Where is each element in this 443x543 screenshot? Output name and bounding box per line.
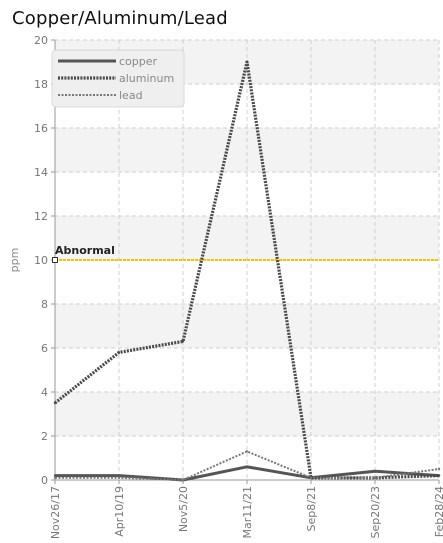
data-point-lead bbox=[181, 478, 185, 482]
legend-box bbox=[51, 49, 185, 108]
y-tick-label: 4 bbox=[41, 386, 48, 399]
y-tick-label: 16 bbox=[34, 122, 48, 135]
y-tick-label: 0 bbox=[41, 474, 48, 487]
y-tick-labels: 0 2 4 6 8 10 12 14 16 18 20 bbox=[34, 34, 48, 487]
plot-band bbox=[55, 128, 439, 172]
x-tick-label: Feb28/24 bbox=[433, 486, 443, 537]
y-tick-label: 8 bbox=[41, 298, 48, 311]
legend-label-copper: copper bbox=[119, 55, 158, 68]
y-tick-label: 2 bbox=[41, 430, 48, 443]
data-point-lead bbox=[309, 476, 313, 479]
data-point-copper bbox=[117, 474, 121, 477]
threshold-label: Abnormal bbox=[55, 244, 115, 257]
y-tick-label: 20 bbox=[34, 34, 48, 47]
data-point-aluminum bbox=[245, 60, 249, 64]
y-tick-label: 12 bbox=[34, 210, 48, 223]
series-lines bbox=[53, 60, 441, 482]
data-point-aluminum bbox=[181, 340, 185, 343]
data-point-copper bbox=[245, 465, 249, 468]
x-tick-label: Apr10/19 bbox=[113, 486, 126, 537]
data-point-copper bbox=[53, 474, 57, 477]
x-tick-label: Nov5/20 bbox=[177, 486, 190, 532]
legend-label-lead: lead bbox=[119, 89, 143, 102]
data-point-aluminum bbox=[53, 401, 57, 405]
y-tick-label: 10 bbox=[34, 254, 48, 267]
threshold-marker bbox=[52, 257, 58, 263]
data-point-copper bbox=[373, 470, 377, 473]
data-point-aluminum bbox=[117, 351, 121, 354]
x-tick-label: Nov26/17 bbox=[49, 486, 62, 539]
x-tick-labels: Nov26/17 Apr10/19 Nov5/20 Mar11/21 Sep8/21 Se… bbox=[49, 486, 443, 539]
y-axis-label: ppm bbox=[8, 248, 21, 273]
data-point-lead bbox=[437, 467, 441, 471]
y-tick-label: 14 bbox=[34, 166, 48, 179]
data-point-lead bbox=[373, 476, 377, 479]
abnormal-threshold: Abnormal bbox=[52, 244, 439, 263]
x-tick-label: Sep20/23 bbox=[369, 486, 382, 538]
data-point-lead bbox=[245, 450, 249, 453]
data-point-lead bbox=[53, 476, 57, 479]
x-tick-label: Mar11/21 bbox=[241, 486, 254, 538]
x-tick-label: Sep8/21 bbox=[305, 486, 318, 531]
y-tick-label: 6 bbox=[41, 342, 48, 355]
data-point-lead bbox=[117, 476, 121, 479]
legend: copper aluminum lead bbox=[51, 49, 185, 108]
y-tick-label: 18 bbox=[34, 78, 48, 91]
chart-title: Copper/Aluminum/Lead bbox=[12, 8, 228, 29]
plot-band bbox=[55, 304, 439, 348]
data-point-aluminum bbox=[437, 474, 441, 477]
legend-label-aluminum: aluminum bbox=[119, 72, 174, 85]
